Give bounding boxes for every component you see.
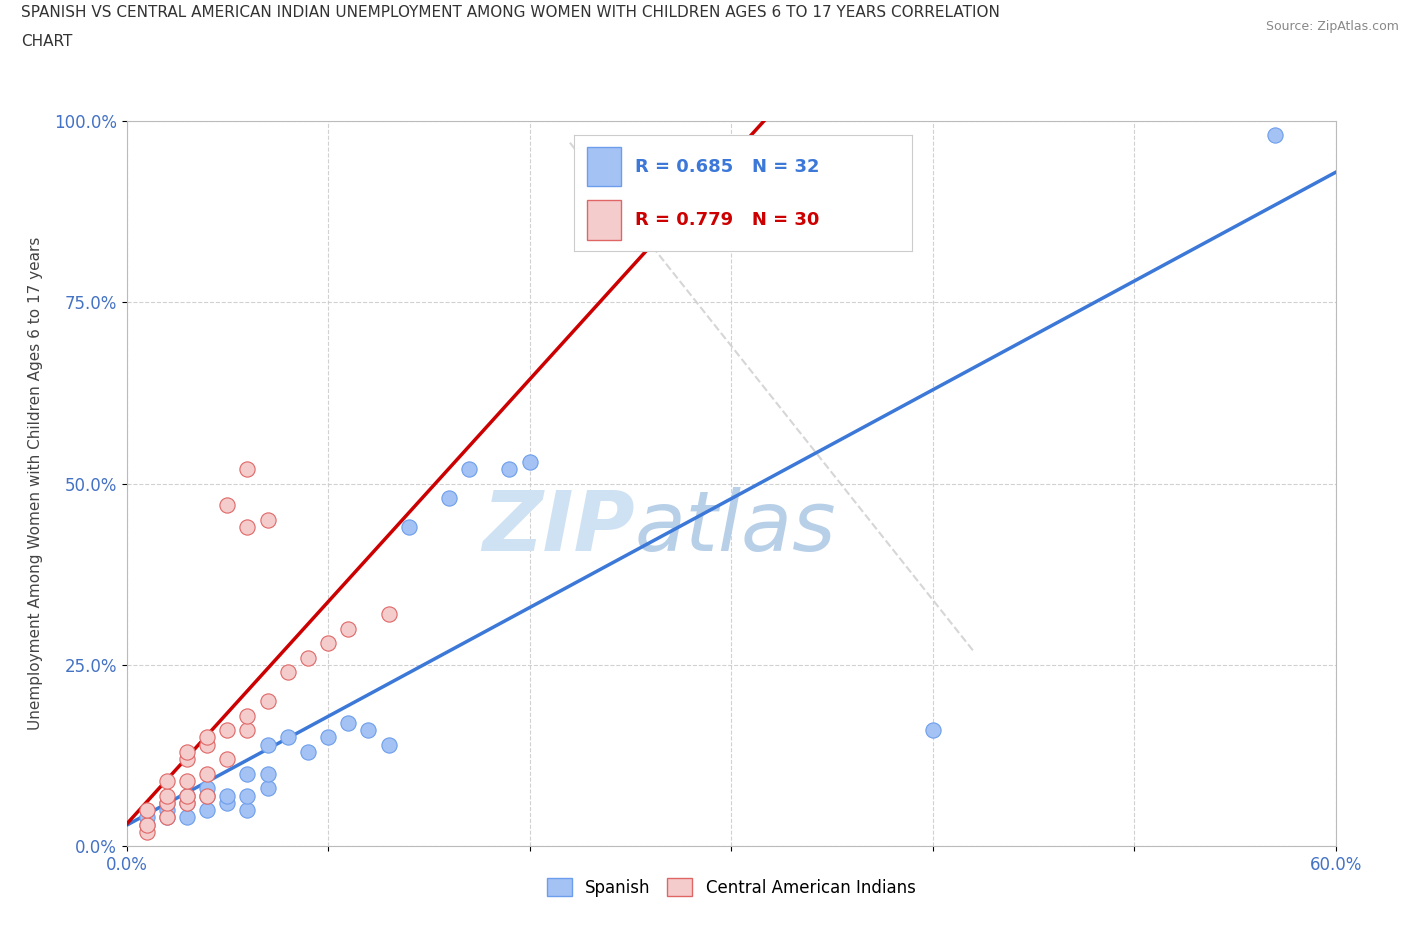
Point xyxy=(135,817,157,832)
Point xyxy=(277,730,299,745)
Point xyxy=(156,795,179,810)
Point xyxy=(297,650,319,665)
Point xyxy=(195,766,218,781)
Point xyxy=(217,751,239,766)
Point xyxy=(176,745,198,760)
Point xyxy=(357,723,380,737)
Point xyxy=(337,715,360,730)
Legend: Spanish, Central American Indians: Spanish, Central American Indians xyxy=(540,871,922,903)
Point xyxy=(398,520,420,535)
Text: ZIP: ZIP xyxy=(482,486,634,567)
Point xyxy=(458,461,481,476)
Point xyxy=(176,788,198,803)
Point xyxy=(176,795,198,810)
Point xyxy=(156,810,179,825)
Point xyxy=(176,751,198,766)
Text: Source: ZipAtlas.com: Source: ZipAtlas.com xyxy=(1265,20,1399,33)
Point xyxy=(156,810,179,825)
Point xyxy=(135,817,157,832)
Point xyxy=(337,621,360,636)
Point xyxy=(176,788,198,803)
Point xyxy=(217,498,239,512)
Point xyxy=(156,788,179,803)
Point xyxy=(256,694,278,709)
Y-axis label: Unemployment Among Women with Children Ages 6 to 17 years: Unemployment Among Women with Children A… xyxy=(28,237,42,730)
Point xyxy=(135,824,157,839)
Point xyxy=(256,781,278,796)
Point xyxy=(316,636,339,651)
Point xyxy=(377,737,399,752)
Point xyxy=(176,795,198,810)
Point xyxy=(277,665,299,680)
Point xyxy=(156,803,179,817)
Point xyxy=(236,766,259,781)
Point xyxy=(195,803,218,817)
Text: atlas: atlas xyxy=(634,486,837,567)
Point xyxy=(236,709,259,724)
Point xyxy=(195,788,218,803)
Point xyxy=(135,810,157,825)
Point xyxy=(217,788,239,803)
Point xyxy=(176,774,198,789)
Point xyxy=(135,803,157,817)
Point xyxy=(195,730,218,745)
Point xyxy=(236,520,259,535)
Point xyxy=(236,803,259,817)
Point xyxy=(195,788,218,803)
Point xyxy=(236,723,259,737)
Point xyxy=(217,723,239,737)
Point xyxy=(256,512,278,527)
Point xyxy=(498,461,520,476)
Point xyxy=(195,781,218,796)
Point xyxy=(316,730,339,745)
Point xyxy=(297,745,319,760)
Point xyxy=(217,795,239,810)
Point xyxy=(1264,128,1286,143)
Point xyxy=(519,455,541,470)
Point xyxy=(156,774,179,789)
Point xyxy=(176,810,198,825)
Text: SPANISH VS CENTRAL AMERICAN INDIAN UNEMPLOYMENT AMONG WOMEN WITH CHILDREN AGES 6: SPANISH VS CENTRAL AMERICAN INDIAN UNEMP… xyxy=(21,5,1000,20)
Point xyxy=(377,606,399,621)
Text: CHART: CHART xyxy=(21,34,73,49)
Point xyxy=(236,461,259,476)
Point xyxy=(195,737,218,752)
Point xyxy=(437,491,460,506)
Point xyxy=(256,737,278,752)
Point xyxy=(256,766,278,781)
Point xyxy=(236,788,259,803)
Point xyxy=(921,723,943,737)
Point xyxy=(156,795,179,810)
